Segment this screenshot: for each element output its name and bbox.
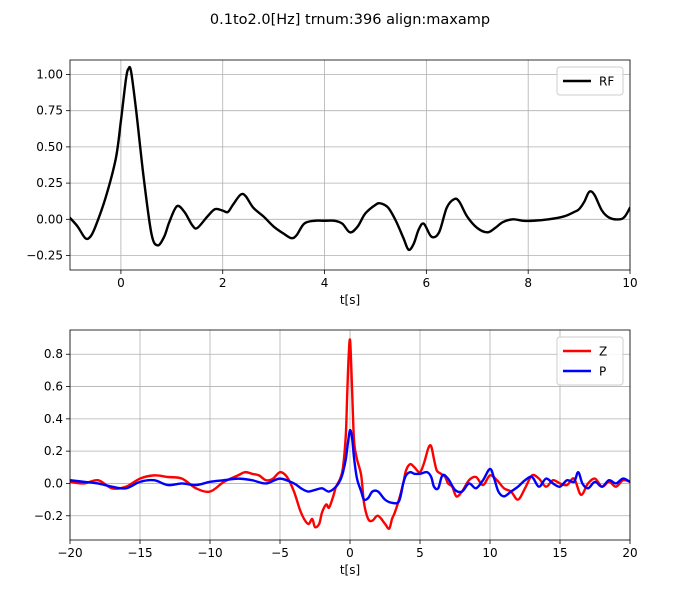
y-tick-label: 0.4 <box>44 412 63 426</box>
x-axis-label: t[s] <box>340 293 360 307</box>
y-tick-label: 0.2 <box>44 444 63 458</box>
grid <box>70 60 631 270</box>
y-tick-label: 0.25 <box>36 176 63 190</box>
x-tick-label: −15 <box>127 546 152 560</box>
legend: ZP <box>556 336 624 386</box>
x-tick-label: −5 <box>271 546 289 560</box>
axes-frame <box>69 59 631 271</box>
x-tick-label: 10 <box>622 276 637 290</box>
legend-label: P <box>599 365 606 379</box>
legend-label: RF <box>599 75 614 89</box>
x-tick-label: 4 <box>321 276 329 290</box>
y-tick-label: −0.2 <box>34 509 63 523</box>
x-tick-label: 6 <box>423 276 431 290</box>
y-tick-label: 0.8 <box>44 347 63 361</box>
x-tick-label: 0 <box>117 276 125 290</box>
x-tick-label: 2 <box>219 276 227 290</box>
y-tick-label: 0.6 <box>44 380 63 394</box>
x-axis-label: t[s] <box>340 563 360 577</box>
y-tick-label: 0.00 <box>36 212 63 226</box>
series-line-rf <box>70 65 630 252</box>
rf-axes: 0 2 4 6 8 10 −0.25 0.00 0.25 0.50 0.75 1.00 t[s] RF <box>26 59 638 307</box>
x-tick-label: 8 <box>524 276 532 290</box>
legend: RF <box>556 66 624 96</box>
x-tick-label: 20 <box>622 546 637 560</box>
legend-box <box>556 336 624 386</box>
y-tick-label: 0.75 <box>36 104 63 118</box>
series-line-p <box>70 428 630 505</box>
x-tick-label: −20 <box>57 546 82 560</box>
legend-label: Z <box>599 345 607 359</box>
y-tick-label: −0.25 <box>26 249 63 263</box>
x-tick-label: 15 <box>552 546 567 560</box>
y-tick-label: 1.00 <box>36 67 63 81</box>
x-tick-label: 10 <box>482 546 497 560</box>
y-tick-label: 0.0 <box>44 476 63 490</box>
x-tick-label: −10 <box>197 546 222 560</box>
x-tick-label: 0 <box>346 546 354 560</box>
figure-title: 0.1to2.0[Hz] trnum:396 align:maxamp <box>210 12 490 28</box>
x-tick-label: 5 <box>416 546 424 560</box>
zp-axes: −20 −15 −10 −5 0 5 10 15 20 −0.2 0.0 0.2 0.4 0.6 0.8 t[… <box>34 329 638 577</box>
y-tick-label: 0.50 <box>36 140 63 154</box>
series-line-z <box>70 338 630 531</box>
